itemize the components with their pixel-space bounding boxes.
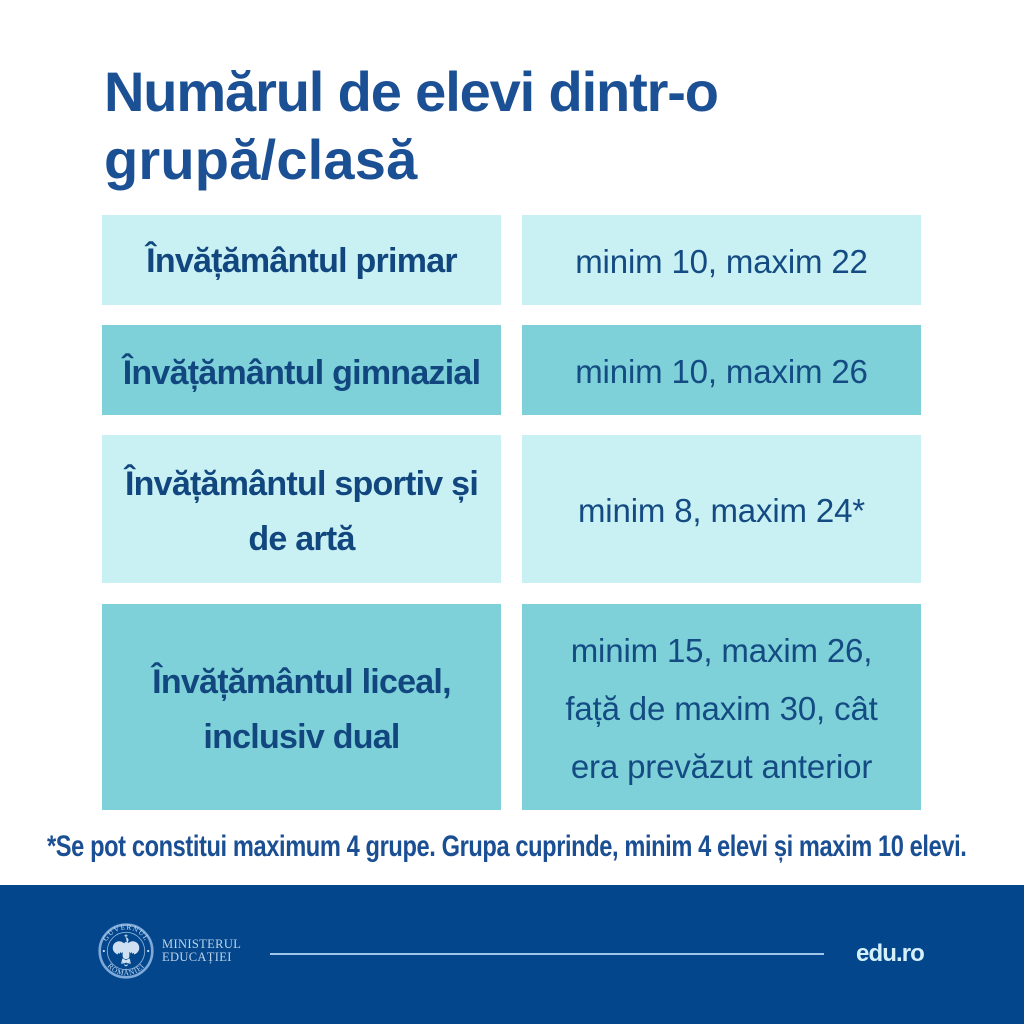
svg-text:ROMÂNIEI: ROMÂNIEI — [106, 961, 146, 977]
